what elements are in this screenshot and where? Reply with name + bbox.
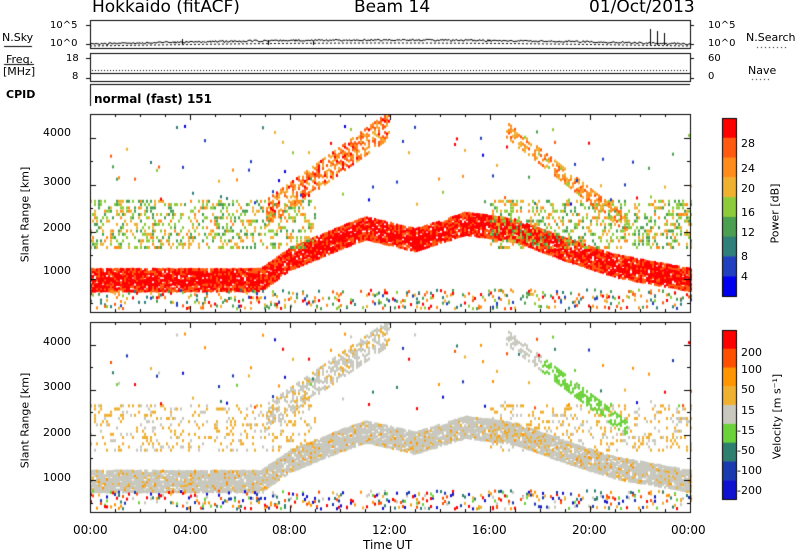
power-cbar-tick-4: 4 — [741, 270, 748, 283]
power-cbar-tick-20: 20 — [741, 182, 755, 195]
nsky-label: N.Sky — [2, 31, 34, 44]
xtick-5: 20:00 — [572, 523, 607, 537]
xtick-4: 16:00 — [472, 523, 507, 537]
velocity-ytick-2000: 2000 — [43, 426, 71, 439]
nsearch-label: N.Search — [746, 31, 796, 44]
freq-label-line1: Freq. — [6, 53, 34, 66]
power-cbar-tick-8: 8 — [741, 250, 748, 263]
nsearch-tick-top: 10^5 — [708, 20, 736, 31]
power-cbar-tick-12: 12 — [741, 226, 755, 239]
beam-title: Beam 14 — [354, 0, 431, 17]
nave-tick-bottom: 0 — [708, 71, 715, 82]
power-ytick-1000: 1000 — [43, 264, 71, 277]
power-cbar-label: Power [dB] — [768, 183, 782, 244]
velocity-cbar-tick-15: 15 — [741, 404, 755, 417]
velocity-cbar-tick-neg200: -200 — [737, 484, 762, 497]
power-ytick-2000: 2000 — [43, 221, 71, 234]
power-cbar-tick-28: 28 — [741, 137, 755, 150]
xtick-1: 04:00 — [173, 523, 208, 537]
nsky-tick-top: 10^5 — [50, 20, 78, 31]
nsearch-tick-bottom: 10^0 — [708, 38, 736, 49]
velocity-cbar-tick-50: 50 — [741, 383, 755, 396]
freq-tick-bottom: 8 — [72, 71, 79, 82]
velocity-cbar-tick-neg50: -50 — [737, 444, 755, 457]
station-title: Hokkaido (fitACF) — [92, 0, 240, 17]
nave-label: Nave — [748, 64, 777, 77]
xlabel: Time UT — [363, 538, 413, 552]
velocity-ytick-3000: 3000 — [43, 380, 71, 393]
cpid-value: normal (fast) 151 — [94, 92, 212, 106]
velocity-cbar-tick-neg100: -100 — [737, 464, 762, 477]
nsky-tick-bottom: 10^0 — [50, 38, 78, 49]
xtick-0: 00:00 — [73, 523, 108, 537]
xtick-2: 08:00 — [272, 523, 307, 537]
date-title: 01/Oct/2013 — [589, 0, 695, 17]
velocity-ylabel: Slant Range [km] — [18, 372, 32, 469]
power-cbar-tick-16: 16 — [741, 206, 755, 219]
freq-label-line2: [MHz] — [3, 65, 36, 78]
velocity-cbar-tick-neg15: -15 — [737, 424, 755, 437]
xtick-6: 00:00 — [671, 523, 706, 537]
xtick-3: 12:00 — [372, 523, 407, 537]
velocity-cbar-tick-200: 200 — [741, 346, 762, 359]
nave-tick-top: 60 — [708, 53, 721, 64]
power-cbar-tick-24: 24 — [741, 162, 755, 175]
freq-tick-top: 18 — [66, 53, 79, 64]
velocity-ytick-4000: 4000 — [43, 335, 71, 348]
velocity-cbar-label: Velocity [m s⁻¹] — [770, 373, 784, 460]
power-ytick-4000: 4000 — [43, 126, 71, 139]
velocity-ytick-1000: 1000 — [43, 471, 71, 484]
cpid-label: CPID — [6, 88, 36, 101]
velocity-cbar-tick-100: 100 — [741, 363, 762, 376]
power-ytick-3000: 3000 — [43, 175, 71, 188]
power-ylabel: Slant Range [km] — [18, 166, 32, 263]
